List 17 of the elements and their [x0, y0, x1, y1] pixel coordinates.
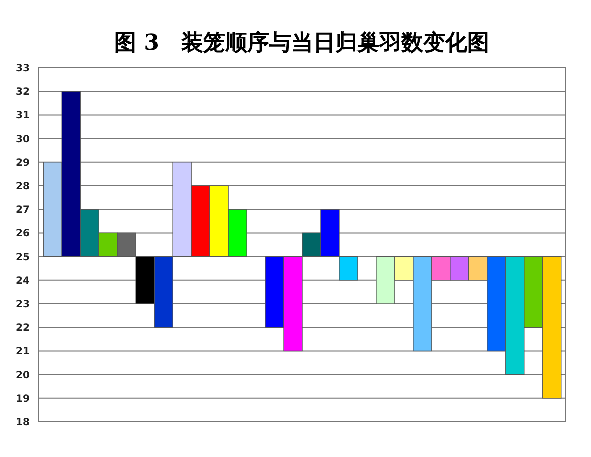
- y-tick-label: 32: [16, 87, 30, 98]
- y-tick-label: 19: [16, 394, 30, 405]
- y-tick-label: 18: [16, 418, 30, 428]
- y-tick-label: 26: [16, 228, 30, 240]
- y-tick-label: 30: [16, 134, 30, 146]
- y-tick-label: 24: [16, 276, 30, 287]
- y-tick-label: 27: [16, 205, 30, 216]
- y-tick-label: 21: [16, 346, 30, 358]
- y-tick-label: 31: [16, 110, 30, 122]
- y-tick-label: 22: [16, 323, 30, 334]
- y-tick-label: 23: [16, 300, 30, 310]
- y-tick-label: 25: [16, 252, 30, 264]
- chart-title: 图 3 装笼顺序与当日归巢羽数变化图: [114, 30, 490, 56]
- y-tick-label: 33: [16, 64, 30, 74]
- y-tick-label: 28: [16, 182, 30, 192]
- y-tick-label: 20: [16, 370, 30, 382]
- y-tick-label: 29: [16, 158, 30, 169]
